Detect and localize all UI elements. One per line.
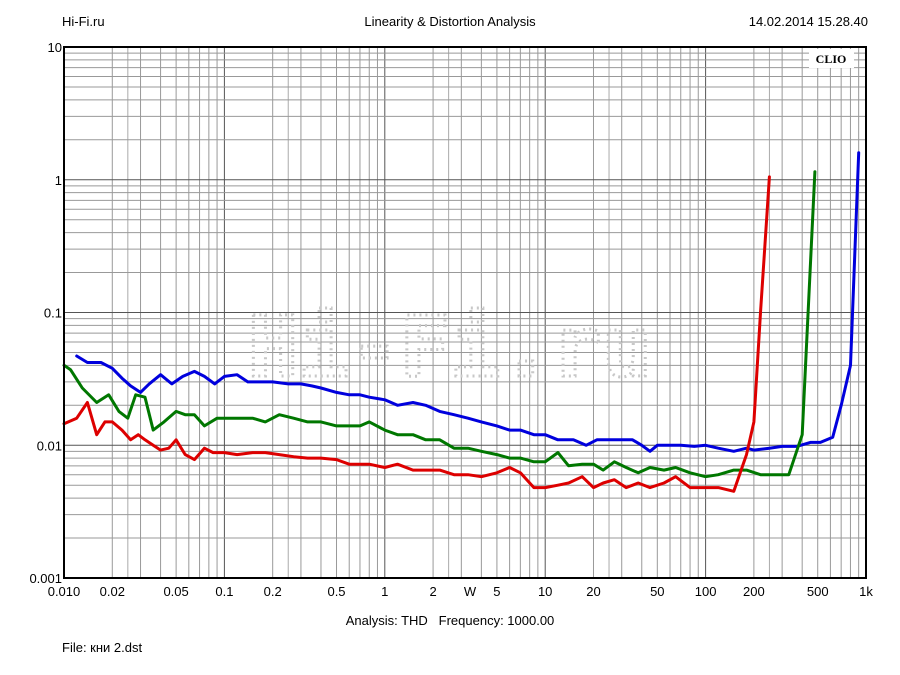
x-tick-label: 100 — [695, 584, 717, 599]
chart-title: Linearity & Distortion Analysis — [364, 14, 536, 29]
series-layer — [62, 151, 861, 493]
file-info: File: кни 2.dst — [62, 640, 143, 655]
x-tick-label: 20 — [586, 584, 600, 599]
y-tick-label: 0.01 — [37, 438, 62, 453]
analysis-info: Analysis: THD Frequency: 1000.00 — [345, 613, 555, 628]
y-axis-ticks: 10 1 0.1 0.01 0.001 — [29, 40, 62, 586]
clio-badge-box — [809, 49, 854, 68]
x-tick-label: 50 — [650, 584, 664, 599]
x-tick-label: 2 — [429, 584, 436, 599]
series-line-1 — [62, 170, 817, 479]
watermark-logo: Hi-Fi.ru — [248, 298, 653, 396]
clio-badge: CLIO — [816, 52, 847, 66]
x-tick-label: 0.05 — [163, 584, 188, 599]
x-tick-label: 0.010 — [48, 584, 81, 599]
x-tick-label: 1 — [381, 584, 388, 599]
x-tick-label: 0.02 — [100, 584, 125, 599]
x-tick-label: 1k — [859, 584, 873, 599]
header-app-name: Hi-Fi.ru — [62, 14, 105, 29]
x-tick-label: W — [464, 584, 477, 599]
plot-frame — [63, 46, 867, 579]
thd-chart: Hi-Fi.ru 0.010 0.02 0.05 0.1 0.2 0.5 1 2 W 5 10 20 5… — [29, 40, 874, 599]
x-tick-label: 0.5 — [327, 584, 345, 599]
x-tick-label: 0.2 — [264, 584, 282, 599]
series-line-2 — [62, 175, 771, 493]
series-line-0 — [75, 151, 861, 453]
y-tick-label: 0.1 — [44, 306, 62, 321]
x-tick-label: 500 — [807, 584, 829, 599]
x-axis-ticks: 0.010 0.02 0.05 0.1 0.2 0.5 1 2 W 5 10 20 50 100 200 50… — [48, 584, 874, 599]
x-tick-label: 10 — [538, 584, 552, 599]
y-tick-label: 1 — [55, 173, 62, 188]
x-tick-label: 200 — [743, 584, 765, 599]
x-tick-label: 0.1 — [215, 584, 233, 599]
y-tick-label: 10 — [48, 40, 62, 55]
header-timestamp: 14.02.2014 15.28.40 — [748, 14, 868, 29]
y-tick-label: 0.001 — [29, 571, 62, 586]
x-tick-label: 5 — [493, 584, 500, 599]
